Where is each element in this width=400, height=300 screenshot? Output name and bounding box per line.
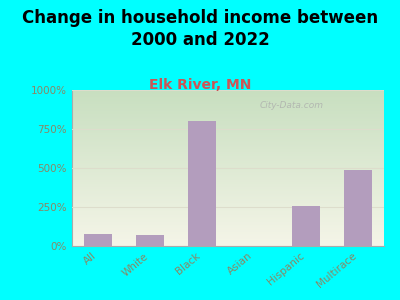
Bar bbox=[188, 121, 216, 246]
Text: City-Data.com: City-Data.com bbox=[259, 101, 323, 110]
Bar bbox=[292, 206, 320, 246]
Bar bbox=[136, 235, 164, 246]
Bar bbox=[344, 169, 372, 246]
Text: Elk River, MN: Elk River, MN bbox=[149, 78, 251, 92]
Bar bbox=[84, 234, 112, 246]
Text: Change in household income between
2000 and 2022: Change in household income between 2000 … bbox=[22, 9, 378, 49]
